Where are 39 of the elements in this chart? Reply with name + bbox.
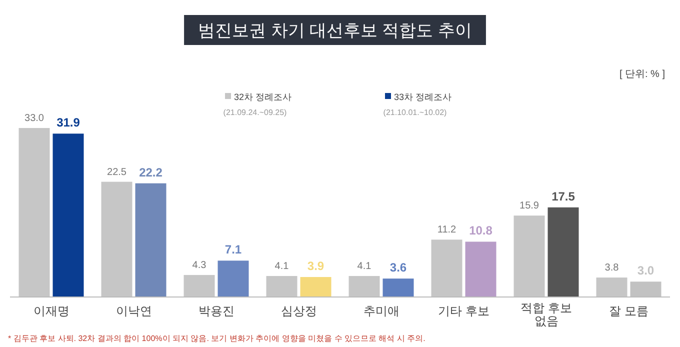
x-tick-label: 이재명 bbox=[33, 304, 70, 318]
x-tick-label: 박용진 bbox=[198, 304, 234, 318]
bar bbox=[300, 277, 332, 297]
data-label: 22.2 bbox=[139, 165, 163, 180]
data-label: 11.2 bbox=[437, 224, 457, 236]
data-label: 33.0 bbox=[24, 113, 44, 124]
x-tick-label: 추미애 bbox=[363, 304, 400, 318]
data-label: 3.9 bbox=[307, 259, 324, 274]
text: (21.09.24.~09.25) bbox=[223, 108, 288, 117]
text: [ 단위: % ] bbox=[619, 69, 666, 80]
data-label: 22.5 bbox=[107, 166, 127, 178]
data-label: 4.3 bbox=[192, 260, 207, 271]
text: * 김두관 후보 사퇴. 32차 결과의 합이 100%이 되지 않음. 보기 변화가 추이에 영향을 미쳤을 수 있으므로 해석 시 주의. bbox=[8, 334, 426, 343]
data-label: 3.0 bbox=[637, 264, 654, 278]
bar bbox=[465, 242, 496, 297]
x-tick-label: 기타 후보 bbox=[438, 304, 490, 318]
bar bbox=[135, 183, 166, 297]
data-label: 10.8 bbox=[469, 224, 493, 238]
bar bbox=[548, 207, 579, 297]
data-label: 3.6 bbox=[390, 260, 407, 275]
title: 범진보권 차기 대선후보 적합도 추이 bbox=[184, 15, 486, 45]
chart-title: 범진보권 차기 대선후보 적합도 추이 bbox=[198, 21, 472, 40]
data-label: 4.1 bbox=[357, 261, 372, 272]
data-label: 17.5 bbox=[552, 189, 576, 204]
data-label: 4.1 bbox=[274, 261, 290, 272]
bar bbox=[218, 260, 249, 297]
x-tick-label: 적합 후보 없음 bbox=[520, 301, 572, 328]
bar bbox=[382, 278, 414, 297]
data-label: 31.9 bbox=[56, 116, 80, 130]
data-label: 3.8 bbox=[604, 262, 620, 274]
x-tick-label: 잘 모름 bbox=[609, 304, 648, 318]
data-label: 15.9 bbox=[520, 200, 540, 212]
legend-label: 32차 정례조사 bbox=[234, 92, 292, 102]
x-tick-label: 이낙연 bbox=[116, 304, 152, 318]
data-label: 7.1 bbox=[224, 242, 242, 257]
legend-label: 33차 정례조사 bbox=[394, 92, 452, 102]
text: (21.10.01.~10.02) bbox=[383, 108, 448, 117]
bar bbox=[52, 134, 84, 297]
x-tick-label: 심상정 bbox=[280, 304, 317, 318]
